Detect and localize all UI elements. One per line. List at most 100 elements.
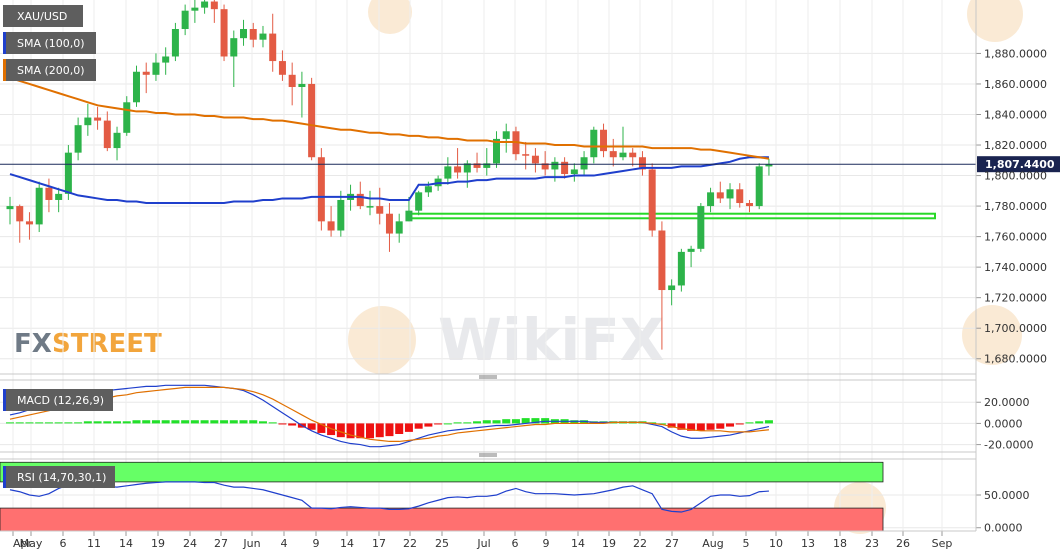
macd-histogram-bar: [696, 423, 705, 431]
candle-body: [269, 33, 277, 62]
candle-body: [210, 1, 218, 10]
candle-body: [755, 166, 763, 207]
legend-rsi[interactable]: RSI (14,70,30,1): [3, 466, 115, 488]
macd-histogram-bar: [346, 423, 355, 439]
candle-body: [483, 163, 491, 168]
candle-body: [162, 56, 170, 63]
candle-body: [376, 206, 384, 214]
candle-body: [249, 29, 257, 40]
watermark-logo-icon: [348, 306, 416, 374]
y-axis: 1,680.0000 1,700.0000 1,720.0000 1,740.0000…: [976, 47, 1047, 535]
legend-macd[interactable]: MACD (12,26,9): [3, 389, 113, 411]
candle-body: [74, 125, 82, 153]
candle-body: [201, 1, 209, 8]
y-tick-label: 1,860.0000: [984, 78, 1047, 91]
candle-body: [259, 33, 267, 40]
candle-body: [707, 192, 715, 207]
candles: [6, 0, 773, 350]
candle-body: [697, 206, 705, 249]
y-tick-label: 1,840.0000: [984, 108, 1047, 121]
candle-body: [142, 71, 150, 75]
y-tick-label: 1,780.0000: [984, 200, 1047, 213]
macd-histogram-bar: [83, 421, 92, 424]
candle-body: [35, 187, 43, 225]
candle-body: [395, 221, 403, 234]
candle-body: [658, 230, 666, 291]
gridlines: [0, 0, 976, 531]
candle-body: [424, 186, 432, 193]
candle-body: [716, 192, 724, 199]
macd-histogram-bar: [745, 422, 754, 424]
candle-body: [94, 117, 102, 121]
candle-body: [668, 285, 676, 291]
rsi-label: RSI (14,70,30,1): [17, 471, 106, 484]
candle-body: [454, 166, 462, 173]
macd-histogram-bar: [249, 420, 258, 424]
legend-sma100[interactable]: SMA (100,0): [3, 32, 96, 54]
x-tick-label: 27: [214, 537, 228, 550]
candle-body: [25, 221, 33, 225]
macd-histogram-bar: [35, 422, 44, 424]
x-tick-label: May: [20, 537, 43, 550]
fxstreet-street: STREET: [52, 329, 162, 359]
macd-histogram-bar: [473, 421, 482, 424]
y-tick-label: 1,680.0000: [984, 353, 1047, 366]
macd-histogram-bar: [404, 423, 413, 432]
x-tick-label: 27: [665, 537, 679, 550]
rsi-series: [9, 481, 769, 513]
candle-body: [600, 129, 608, 152]
candle-body: [298, 83, 306, 88]
x-tick-label: 5: [743, 537, 750, 550]
x-tick-label: 9: [313, 537, 320, 550]
y-tick-label: 1,720.0000: [984, 292, 1047, 305]
candle-body: [522, 154, 530, 156]
candle-body: [288, 74, 296, 88]
y-tick-label: 1,700.0000: [984, 322, 1047, 335]
macd-histogram-bar: [502, 419, 511, 424]
candle-body: [619, 152, 627, 158]
candle-body: [45, 187, 53, 200]
x-tick-label: 25: [435, 537, 449, 550]
candle-body: [385, 213, 393, 234]
macd-histogram-bar: [181, 420, 190, 424]
x-tick-label: Apr: [13, 537, 33, 550]
macd-histogram-bar: [531, 418, 540, 424]
macd-histogram-bar: [511, 419, 520, 424]
rsi-line: [9, 481, 769, 513]
candle-body: [6, 206, 14, 210]
candle-body: [64, 152, 72, 194]
macd-histogram-bar: [74, 422, 83, 424]
legend-symbol[interactable]: XAU/USD: [3, 5, 83, 27]
x-tick-label: Jun: [242, 537, 260, 550]
panel-resize-handle[interactable]: [479, 375, 497, 379]
macd-histogram-bar: [258, 421, 267, 424]
legend-sma200[interactable]: SMA (200,0): [3, 59, 96, 81]
candle-body: [191, 7, 199, 11]
y-tick-label: 1,800.0000: [984, 170, 1047, 183]
macd-histogram-bar: [667, 423, 676, 428]
candle-body: [677, 251, 685, 286]
x-tick-label: 6: [60, 537, 67, 550]
sma200-label: SMA (200,0): [17, 64, 85, 77]
candle-body: [648, 169, 656, 231]
sma200-line: [9, 76, 770, 160]
sma100-swatch: [3, 32, 6, 54]
x-tick-label: 14: [340, 537, 354, 550]
candle-body: [16, 206, 24, 222]
macd-histogram-bar: [151, 420, 160, 424]
candle-body: [366, 206, 374, 208]
x-tick-label: Aug: [702, 537, 723, 550]
macd-histogram-bar: [395, 423, 404, 434]
candle-body: [541, 163, 549, 170]
fxstreet-logo: FX STREET: [14, 329, 162, 359]
candle-body: [590, 129, 598, 158]
watermark: WikiFX: [348, 0, 1023, 534]
macd-histogram-bar: [492, 420, 501, 424]
macd-histogram-bar: [414, 423, 423, 429]
candle-body: [356, 193, 364, 207]
x-tick-label: 14: [119, 537, 133, 550]
macd-histogram-bar: [122, 421, 131, 424]
panel-resize-handle[interactable]: [479, 453, 497, 457]
